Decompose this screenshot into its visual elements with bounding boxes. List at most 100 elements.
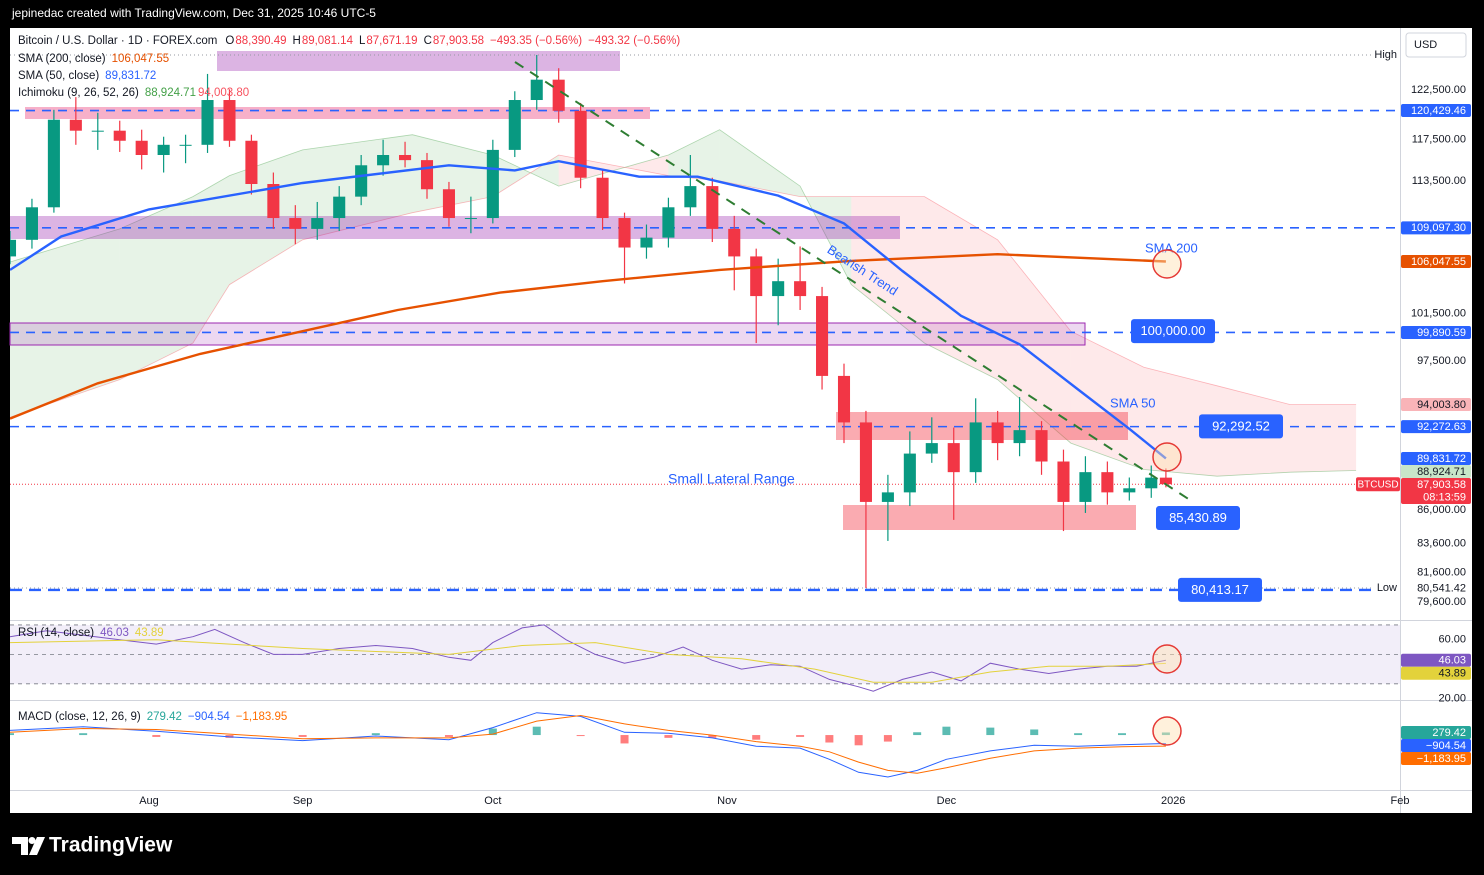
legend-value: −904.54 [188, 711, 230, 723]
rsi-line [10, 639, 1166, 683]
price-tag [1401, 104, 1471, 118]
callout-label: 92,292.52 [1212, 418, 1270, 433]
logo-mark [28, 837, 36, 844]
macd-line [10, 712, 1166, 778]
macd-histogram-bar [883, 735, 892, 742]
zone [10, 216, 900, 239]
candle-body [1145, 477, 1158, 489]
macd-histogram-bar [1161, 732, 1170, 736]
candle-body [1079, 472, 1092, 502]
legend-value: 87,903.58 [433, 35, 484, 47]
currency-button[interactable] [1405, 32, 1467, 58]
legend-change: −493.32 (−0.56%) [588, 35, 680, 47]
legend: Bitcoin / U.S. Dollar · 1D · FOREX.com O 8… [18, 35, 680, 723]
candle-body [662, 207, 675, 238]
highlights [1152, 249, 1182, 746]
candle-body [267, 184, 280, 219]
sma-line [10, 252, 1166, 420]
legend-value: 46.03 [100, 627, 129, 639]
candle-body [925, 443, 938, 454]
price-pane [10, 54, 1400, 592]
callout-label: 80,413.17 [1191, 582, 1249, 597]
cloud-segment [492, 155, 559, 197]
price-tag-label: 87,903.58 [1417, 479, 1466, 491]
legend-name: Ichimoku (9, 26, 52, 26) [18, 87, 139, 99]
macd-histogram-bar [986, 727, 995, 736]
macd-histogram-bar [10, 733, 14, 736]
candle-body [47, 119, 60, 208]
cloud-segment [192, 175, 230, 344]
side-label-box [1374, 47, 1400, 62]
highlight-circle [1152, 716, 1182, 746]
legend-key: H [293, 35, 301, 47]
macd-histogram-bar [1030, 729, 1039, 736]
macd-histogram-bar [942, 726, 951, 736]
price-tag [1401, 221, 1471, 235]
candle-body [552, 79, 565, 111]
x-tick-label: Nov [717, 795, 737, 807]
candle-body [223, 100, 236, 141]
span-a-line [10, 129, 1357, 477]
macd-histogram-bar [576, 735, 585, 737]
currency[interactable]: USD [1414, 39, 1437, 51]
brand[interactable]: TradingView [49, 834, 173, 857]
rsi-tick-label: 60.00 [1438, 634, 1466, 646]
candle-body [750, 256, 763, 297]
legend-key: C [424, 35, 432, 47]
symbol-title: Bitcoin / U.S. Dollar · 1D · FOREX.com [18, 35, 217, 47]
price-tag-label: −1,183.95 [1417, 753, 1466, 765]
price-tag [1401, 464, 1471, 478]
macd-histogram-bar [664, 735, 673, 738]
candle-body [69, 119, 82, 131]
callout-box [1156, 506, 1240, 531]
price-tag [1401, 325, 1471, 339]
candle-body [1035, 430, 1048, 462]
price-tag-label: 92,272.63 [1417, 421, 1466, 433]
legend-value: 106,047.55 [112, 53, 170, 65]
price-tags: 120,429.46 109,097.30 106,047.55 99,890.59 9… [1356, 104, 1471, 765]
x-tick-label: 2026 [1161, 795, 1185, 807]
macd-histogram-bar [488, 728, 497, 736]
x-tick-label: Sep [293, 795, 313, 807]
highlight-circle [1152, 249, 1182, 279]
candle-body [881, 492, 894, 502]
x-tick-label: Aug [139, 795, 159, 807]
price-tag [1401, 751, 1471, 765]
candle-body [399, 154, 412, 161]
macd-histogram-bar [371, 733, 380, 736]
macd-histogram-bar [796, 735, 805, 737]
y-tick-label: 117,500.00 [1412, 134, 1466, 146]
countdown: 08:13:59 [1423, 491, 1466, 503]
price-tag [1401, 398, 1471, 412]
price-tag [1401, 451, 1471, 465]
candle-body [91, 130, 104, 132]
y-tick-label: 101,500.00 [1411, 307, 1466, 319]
y-tick-label: 97,500.00 [1417, 355, 1466, 367]
price-tag-label: 94,003.80 [1417, 399, 1466, 411]
legend-value: 88,390.49 [235, 35, 286, 47]
price-tag-label: 109,097.30 [1411, 222, 1466, 234]
price-tag-label: −904.54 [1426, 740, 1466, 752]
candle-body [596, 177, 609, 219]
price-tag-label: 120,429.46 [1411, 105, 1466, 117]
candle-body [947, 443, 960, 473]
macd-histogram-bar [532, 726, 541, 736]
macd-histogram-bar [752, 735, 761, 740]
macd-histogram-bar [913, 732, 922, 736]
logo [12, 837, 45, 855]
logo-mark [29, 837, 45, 855]
callout-box [1199, 414, 1283, 439]
price-tag [1401, 581, 1471, 595]
rsi-band [10, 624, 1400, 684]
candle-body [508, 100, 521, 150]
legend-value: 89,081.14 [302, 35, 354, 47]
price-tag [1401, 666, 1471, 680]
symbol-tag [1356, 477, 1400, 492]
candle-body [1057, 461, 1070, 502]
candle-body [706, 186, 719, 229]
candle-body [135, 140, 148, 155]
sma-line [10, 159, 1167, 460]
candle-body [420, 160, 434, 190]
candle-body [1159, 477, 1172, 485]
